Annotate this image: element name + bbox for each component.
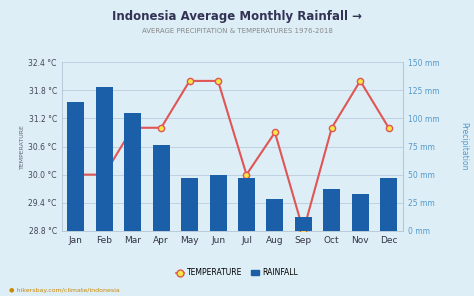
Bar xyxy=(266,200,283,231)
Bar xyxy=(210,175,227,231)
Bar xyxy=(295,217,312,231)
Bar xyxy=(323,189,340,231)
Bar xyxy=(153,145,170,231)
Bar xyxy=(352,194,369,231)
Bar xyxy=(67,102,84,231)
Y-axis label: Precipitation: Precipitation xyxy=(459,122,468,171)
Bar xyxy=(96,87,113,231)
Y-axis label: TEMPERATURE: TEMPERATURE xyxy=(20,124,26,169)
Bar xyxy=(238,178,255,231)
Text: Indonesia Average Monthly Rainfall →: Indonesia Average Monthly Rainfall → xyxy=(112,10,362,23)
Legend: TEMPERATURE, RAINFALL: TEMPERATURE, RAINFALL xyxy=(173,265,301,280)
Bar xyxy=(181,178,198,231)
Text: AVERAGE PRECIPITATION & TEMPERATURES 1976-2018: AVERAGE PRECIPITATION & TEMPERATURES 197… xyxy=(142,28,332,34)
Bar xyxy=(124,113,141,231)
Bar xyxy=(380,178,397,231)
Text: ● hikersbay.com/climate/indonesia: ● hikersbay.com/climate/indonesia xyxy=(9,288,120,293)
